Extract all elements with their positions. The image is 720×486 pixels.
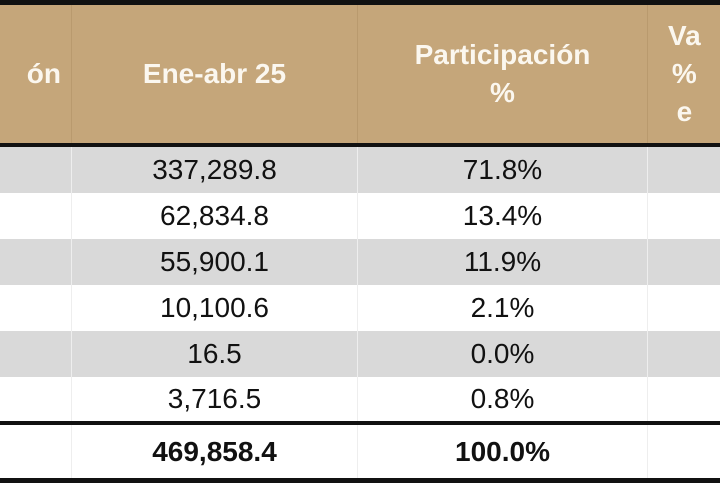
cell-variation xyxy=(648,193,720,239)
cell-variation xyxy=(648,331,720,377)
cell-concept xyxy=(0,285,72,331)
cell-share: 0.8% xyxy=(358,376,648,422)
table-row: 55,900.1 11.9% xyxy=(0,239,720,285)
header-cell-participacion: Participación % xyxy=(358,5,648,143)
top-rule xyxy=(0,0,720,5)
cell-concept xyxy=(0,331,72,377)
cell-value: 337,289.8 xyxy=(72,147,358,193)
cell-concept xyxy=(0,239,72,285)
cell-share: 11.9% xyxy=(358,239,648,285)
cell-value: 62,834.8 xyxy=(72,193,358,239)
cell-variation xyxy=(648,285,720,331)
cell-concept xyxy=(0,376,72,422)
cell-concept xyxy=(0,147,72,193)
cell-concept xyxy=(0,193,72,239)
cell-value: 3,716.5 xyxy=(72,376,358,422)
table-row: 10,100.6 2.1% xyxy=(0,285,720,331)
table-row: 62,834.8 13.4% xyxy=(0,193,720,239)
bottom-rule xyxy=(0,478,720,483)
table-row: 337,289.8 71.8% xyxy=(0,147,720,193)
cell-variation xyxy=(648,376,720,422)
table-header: ón Ene-abr 25 Participación % Va % e xyxy=(0,5,720,143)
cell-value: 10,100.6 xyxy=(72,285,358,331)
cell-concept xyxy=(0,425,72,478)
cell-share: 0.0% xyxy=(358,331,648,377)
cell-value: 16.5 xyxy=(72,331,358,377)
total-row: 469,858.4 100.0% xyxy=(0,425,720,478)
total-share: 100.0% xyxy=(358,425,648,478)
table-row: 16.5 0.0% xyxy=(0,331,720,377)
cell-variation xyxy=(648,147,720,193)
cell-value: 55,900.1 xyxy=(72,239,358,285)
total-top-rule xyxy=(0,421,720,425)
cell-variation xyxy=(648,239,720,285)
total-value: 469,858.4 xyxy=(72,425,358,478)
cell-share: 2.1% xyxy=(358,285,648,331)
header-cell-variacion: Va % e xyxy=(668,20,701,127)
cell-variation xyxy=(648,425,720,478)
cell-share: 13.4% xyxy=(358,193,648,239)
cell-share: 71.8% xyxy=(358,147,648,193)
header-rule xyxy=(0,143,720,147)
header-cell-ene-abr-25: Ene-abr 25 xyxy=(72,5,358,143)
table-row: 3,716.5 0.8% xyxy=(0,376,720,422)
header-cell-concept: ón xyxy=(0,5,72,143)
